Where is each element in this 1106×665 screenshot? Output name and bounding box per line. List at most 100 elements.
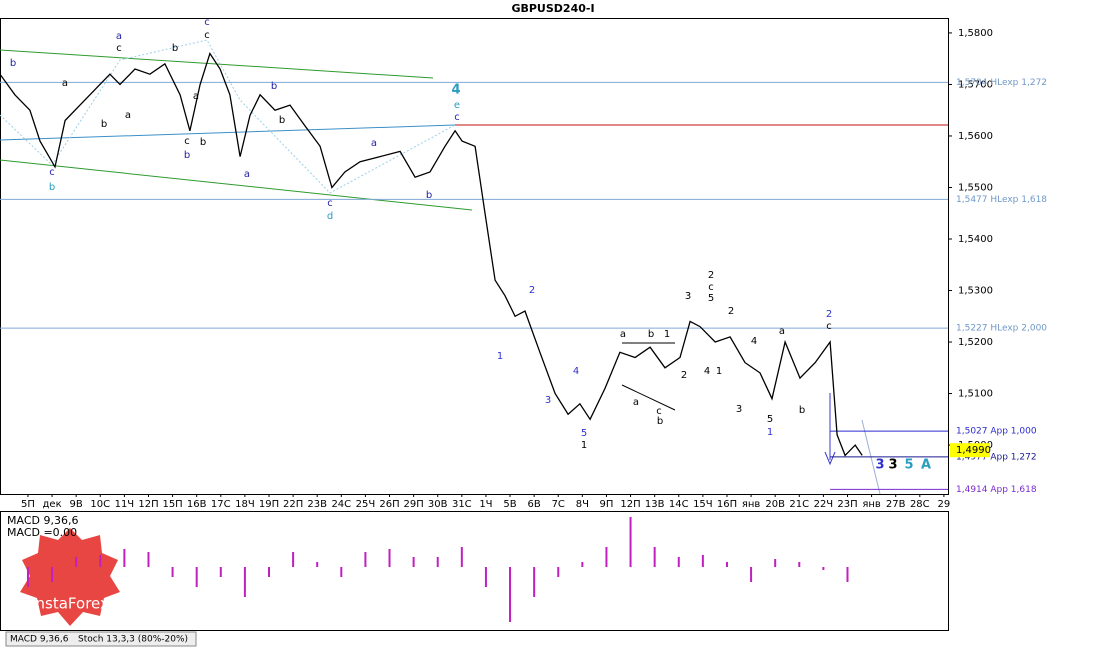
level-label: 1,5227 HLexp 2,000 [956, 324, 1047, 334]
x-tick-label: 23В [307, 499, 327, 510]
current-price-label: 1,4990 [956, 445, 991, 456]
wave-label: c [656, 406, 662, 417]
x-tick-label: 26П [379, 499, 399, 510]
macd-bar [195, 567, 198, 587]
x-tick-label: 9П [600, 499, 614, 510]
macd-bar [267, 567, 270, 577]
wave-label: 2 [708, 270, 714, 281]
macd-bar [147, 552, 150, 567]
x-tick-label: 9В [70, 499, 83, 510]
wave-label: a [633, 397, 639, 408]
wave-label: a [116, 31, 122, 42]
wave-label: a [62, 78, 68, 89]
projection-arrow [824, 451, 836, 466]
x-tick-label: 16В [187, 499, 207, 510]
x-tick-label: 16П [717, 499, 737, 510]
macd-bar [316, 562, 319, 567]
macd-bar [123, 549, 126, 567]
macd-value-label: MACD =0.00 [7, 526, 77, 539]
wave-label: b [172, 43, 178, 54]
x-tick-label: 15Ч [693, 499, 713, 510]
tab-label: Stoch 13,3,3 (80%-20%) [78, 635, 188, 645]
x-tick-label: 29П [403, 499, 423, 510]
wave-label: c [116, 43, 122, 54]
wave-label: 1 [767, 427, 773, 438]
wave-label: a [620, 329, 626, 340]
macd-bar [629, 517, 632, 567]
wave-label: a [193, 91, 199, 102]
x-tick-label: 20В [765, 499, 785, 510]
wave-label: a [125, 110, 131, 121]
wave-label: 3 [685, 291, 691, 302]
macd-bar [75, 557, 78, 567]
macd-bar [750, 567, 753, 582]
tab-label: MACD 9,36,6 [10, 635, 69, 645]
wave-path [0, 39, 456, 194]
macd-bar [653, 547, 656, 567]
x-tick-label: 6В [528, 499, 541, 510]
x-tick-label: 22П [283, 499, 303, 510]
macd-bar [388, 549, 391, 567]
main-frame [0, 18, 949, 495]
wave-label: b [648, 329, 654, 340]
wave-label: 1 [716, 366, 722, 377]
y-tick-label: 1,5700 [958, 79, 993, 90]
wave-label: c [204, 30, 210, 41]
macd-bar [509, 567, 512, 622]
x-tick-label: 18Ч [235, 499, 255, 510]
macd-bar [99, 555, 102, 567]
wave-label: 1 [664, 329, 670, 340]
level-label: 1,4914 App 1,618 [956, 485, 1037, 495]
wave-label: b [279, 115, 285, 126]
macd-bar [533, 567, 536, 597]
wave-label: 4 [704, 366, 710, 377]
macd-bar [292, 552, 295, 567]
wave-label: 2 [681, 370, 687, 381]
macd-bar [26, 567, 29, 587]
level-label: 1,4977 App 1,272 [956, 452, 1037, 462]
wave-label: c [184, 136, 190, 147]
wave-label: 2 [728, 306, 734, 317]
x-tick-label: янв [742, 499, 761, 510]
wave-label: 4 [573, 366, 579, 377]
wave-label: 3 [875, 458, 884, 473]
y-tick-label: 1,5200 [958, 337, 993, 348]
macd-bar [605, 547, 608, 567]
logo: InstaForex [20, 528, 120, 626]
wave-label: 4 [451, 83, 460, 98]
wave-label: c [49, 167, 55, 178]
price-line [0, 52, 863, 457]
macd-bar [798, 562, 801, 567]
x-tick-label: 12П [620, 499, 640, 510]
x-tick-label: 5П [21, 499, 35, 510]
wave-label: 5 [581, 428, 587, 439]
macd-bar [460, 547, 463, 567]
wave-label: b [426, 190, 432, 201]
wave-label: d [327, 211, 333, 222]
trendline [0, 159, 473, 211]
macd-bar [774, 559, 777, 567]
x-tick-label: 8Ч [576, 499, 589, 510]
x-tick-label: 19П [259, 499, 279, 510]
x-tick-label: 30В [428, 499, 448, 510]
wave-label: b [101, 119, 107, 130]
wave-label: A [921, 458, 931, 473]
wave-label: e [454, 100, 460, 111]
wave-label: 5 [708, 293, 714, 304]
macd-bar [51, 567, 54, 582]
macd-bar [557, 567, 560, 577]
x-tick-label: 11Ч [115, 499, 135, 510]
macd-bar [219, 567, 222, 577]
wave-label: 2 [826, 309, 832, 320]
x-tick-label: 13В [645, 499, 665, 510]
wave-label: 1 [497, 351, 503, 362]
macd-bar [171, 567, 174, 577]
wave-label: b [799, 405, 805, 416]
x-tick-label: 12П [138, 499, 158, 510]
wave-label: c [826, 321, 832, 332]
x-tick-label: 17С [211, 499, 231, 510]
wave-label: 3 [888, 458, 897, 473]
y-tick-label: 1,5800 [958, 28, 993, 39]
x-tick-label: 5В [503, 499, 516, 510]
